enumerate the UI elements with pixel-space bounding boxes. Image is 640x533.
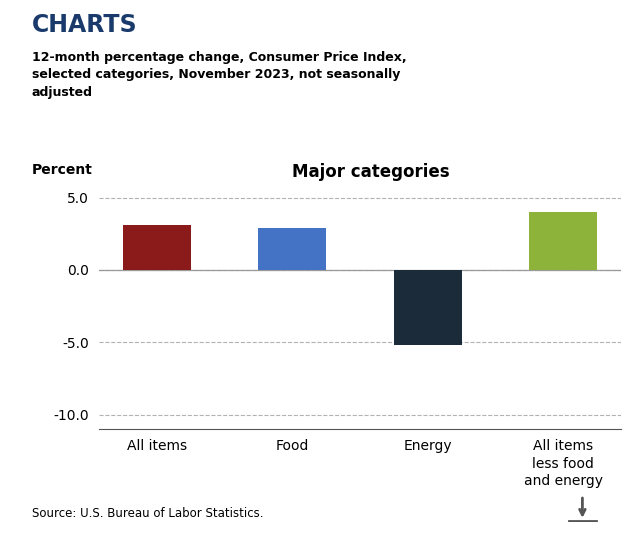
Bar [529, 212, 597, 270]
Text: 12-month percentage change, Consumer Price Index,
selected categories, November : 12-month percentage change, Consumer Pri… [32, 51, 406, 99]
Bar [259, 228, 326, 270]
Text: CHARTS: CHARTS [32, 13, 138, 37]
Bar [394, 270, 461, 345]
Text: Source: U.S. Bureau of Labor Statistics.: Source: U.S. Bureau of Labor Statistics. [32, 507, 264, 520]
Text: Percent: Percent [32, 163, 93, 176]
Bar [123, 225, 191, 270]
Text: Major categories: Major categories [292, 163, 450, 181]
